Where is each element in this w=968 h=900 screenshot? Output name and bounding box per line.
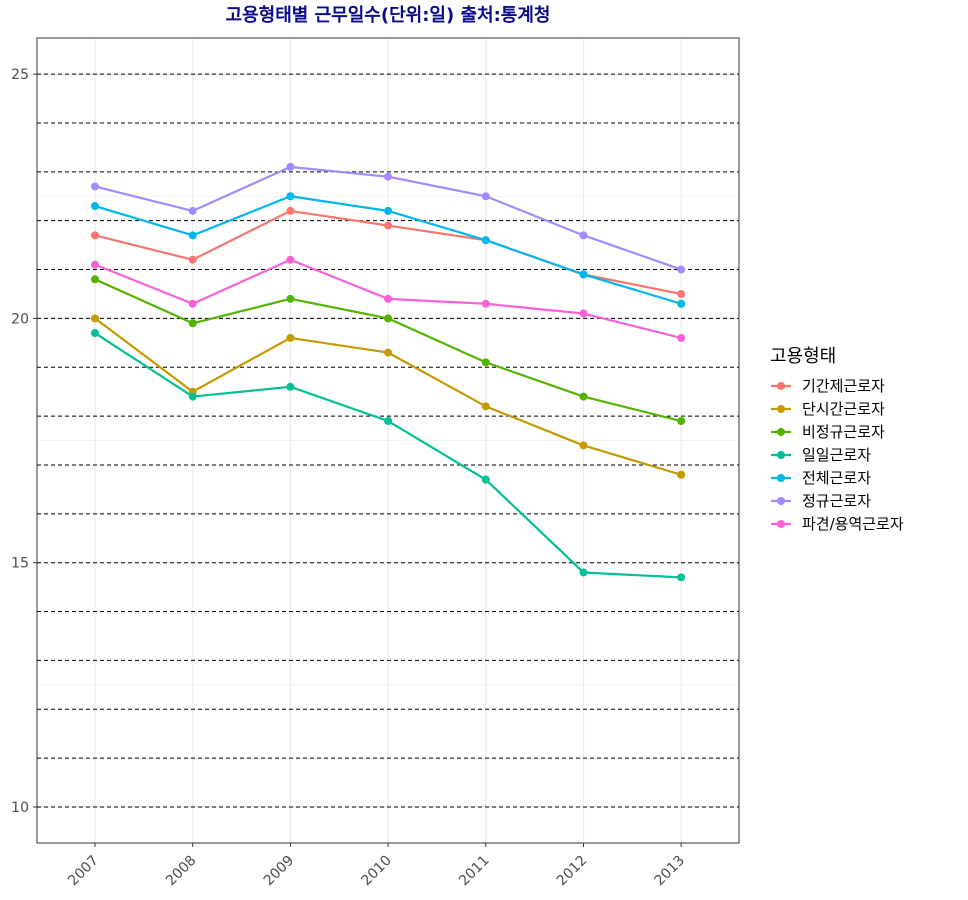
data-point bbox=[579, 231, 588, 240]
legend-key-point bbox=[777, 428, 785, 436]
data-point bbox=[579, 568, 588, 577]
dashed-reference-lines bbox=[37, 73, 739, 808]
x-tick-label: 2008 bbox=[163, 853, 200, 890]
legend-item: 전체근로자 bbox=[771, 469, 871, 487]
legend-key-point bbox=[777, 474, 785, 482]
x-tick-label: 2010 bbox=[358, 853, 395, 890]
data-point bbox=[481, 299, 490, 308]
data-point bbox=[677, 265, 686, 274]
data-point bbox=[188, 299, 197, 308]
data-point bbox=[481, 236, 490, 245]
data-point bbox=[677, 417, 686, 426]
legend: 고용형태 기간제근로자단시간근로자비정규근로자일일근로자전체근로자정규근로자파견… bbox=[770, 346, 904, 533]
x-tick-label: 2009 bbox=[261, 853, 298, 890]
series-파견/용역근로자 bbox=[91, 255, 686, 342]
legend-label: 파견/용역근로자 bbox=[802, 515, 904, 533]
legend-item: 일일근로자 bbox=[771, 446, 871, 464]
data-point bbox=[677, 573, 686, 582]
x-tick-label: 2007 bbox=[65, 853, 102, 890]
legend-label: 단시간근로자 bbox=[802, 400, 885, 418]
data-point bbox=[91, 202, 99, 211]
legend-key-point bbox=[777, 520, 785, 528]
data-point bbox=[481, 358, 490, 367]
data-point bbox=[188, 255, 197, 264]
data-point bbox=[677, 333, 686, 342]
data-point bbox=[384, 417, 393, 426]
y-tick-label: 25 bbox=[11, 67, 29, 83]
x-tick-label: 2011 bbox=[456, 853, 493, 890]
data-point bbox=[384, 206, 393, 215]
data-point bbox=[188, 319, 197, 328]
legend-label: 일일근로자 bbox=[802, 446, 871, 464]
data-point bbox=[91, 329, 99, 338]
data-point bbox=[188, 392, 197, 401]
legend-key-point bbox=[777, 405, 785, 413]
data-point bbox=[384, 294, 393, 303]
series-전체근로자 bbox=[91, 192, 686, 308]
series-정규근로자 bbox=[91, 162, 686, 274]
data-point bbox=[91, 231, 99, 240]
data-point bbox=[481, 402, 490, 411]
series-layer bbox=[91, 162, 686, 582]
legend-key-point bbox=[777, 451, 785, 459]
data-point bbox=[579, 392, 588, 401]
legend-item: 파견/용역근로자 bbox=[771, 515, 904, 533]
y-axis: 10 15 20 25 bbox=[11, 67, 37, 816]
data-point bbox=[91, 260, 99, 269]
data-point bbox=[677, 299, 686, 308]
y-tick-label: 10 bbox=[11, 800, 29, 816]
data-point bbox=[188, 206, 197, 215]
data-point bbox=[384, 221, 393, 230]
legend-label: 전체근로자 bbox=[802, 469, 871, 487]
data-point bbox=[286, 333, 295, 342]
legend-item: 비정규근로자 bbox=[771, 423, 885, 441]
legend-item: 기간제근로자 bbox=[771, 377, 885, 395]
legend-key-point bbox=[777, 497, 785, 505]
data-point bbox=[91, 314, 99, 323]
data-point bbox=[91, 275, 99, 284]
data-point bbox=[384, 348, 393, 357]
data-point bbox=[481, 475, 490, 484]
legend-item: 단시간근로자 bbox=[771, 400, 885, 418]
data-point bbox=[677, 289, 686, 298]
legend-item: 정규근로자 bbox=[771, 492, 871, 510]
legend-label: 기간제근로자 bbox=[802, 377, 885, 395]
grid bbox=[37, 38, 739, 843]
data-point bbox=[91, 182, 99, 191]
data-point bbox=[677, 470, 686, 479]
data-point bbox=[286, 294, 295, 303]
data-point bbox=[384, 172, 393, 181]
data-point bbox=[579, 270, 588, 279]
data-point bbox=[286, 382, 295, 391]
legend-key-point bbox=[777, 382, 785, 390]
x-tick-label: 2013 bbox=[652, 853, 689, 890]
legend-label: 정규근로자 bbox=[802, 492, 871, 510]
data-point bbox=[579, 309, 588, 318]
data-point bbox=[286, 206, 295, 215]
x-axis: 2007 2008 2009 2010 2011 2012 2013 bbox=[65, 843, 688, 889]
data-point bbox=[286, 192, 295, 201]
y-tick-label: 20 bbox=[11, 311, 29, 327]
data-point bbox=[384, 314, 393, 323]
data-point bbox=[286, 162, 295, 171]
x-tick-label: 2012 bbox=[554, 853, 591, 890]
data-point bbox=[188, 231, 197, 240]
data-point bbox=[481, 192, 490, 201]
series-비정규근로자 bbox=[91, 275, 686, 426]
series-일일근로자 bbox=[91, 329, 686, 582]
data-point bbox=[579, 441, 588, 450]
legend-label: 비정규근로자 bbox=[802, 423, 885, 441]
chart-title: 고용형태별 근무일수(단위:일) 출처:통계청 bbox=[226, 5, 551, 26]
legend-title: 고용형태 bbox=[770, 346, 836, 367]
data-point bbox=[286, 255, 295, 264]
y-tick-label: 15 bbox=[11, 556, 29, 572]
